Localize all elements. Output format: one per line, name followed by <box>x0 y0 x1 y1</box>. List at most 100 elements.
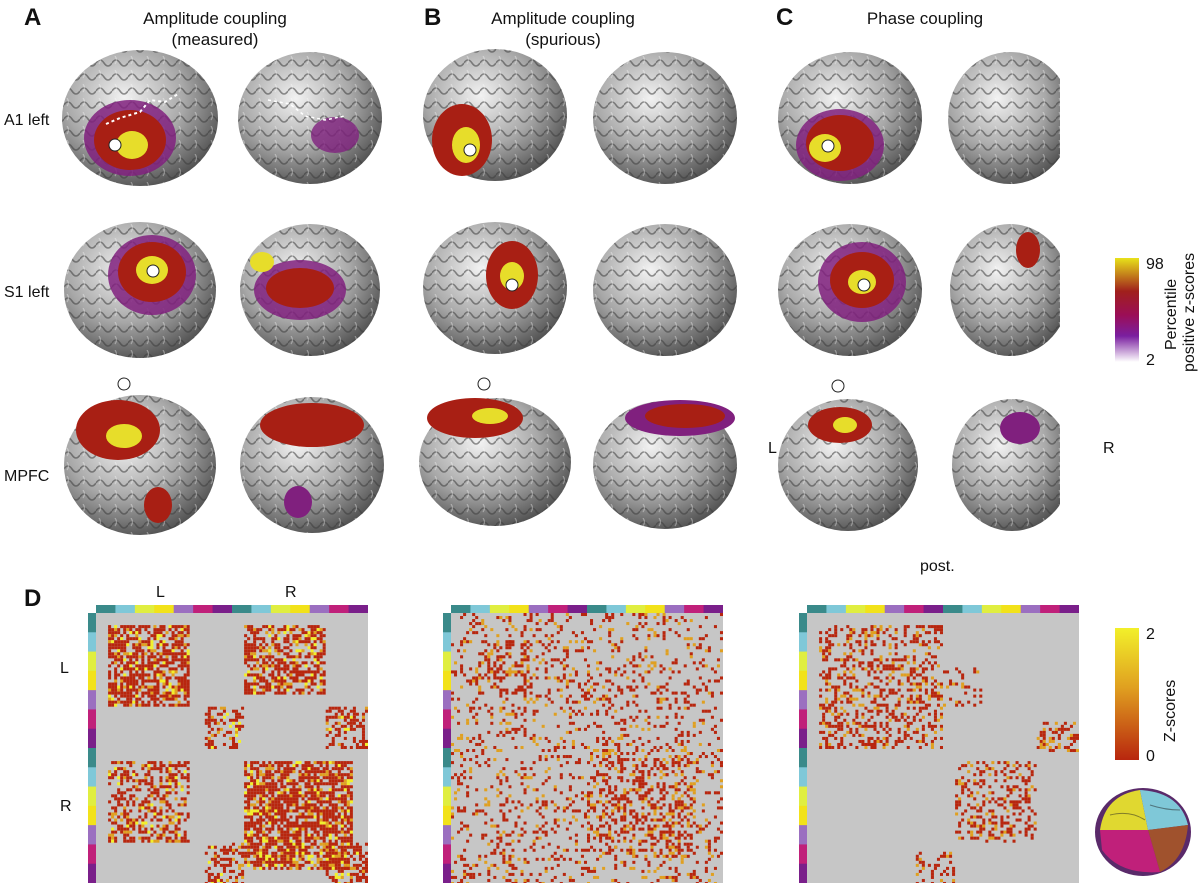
matrix-cell <box>304 818 308 822</box>
matrix-cell <box>153 631 157 635</box>
matrix-cell <box>599 800 603 804</box>
matrix-cell <box>626 733 630 737</box>
matrix-cell <box>599 839 603 843</box>
matrix-cell <box>668 806 672 810</box>
matrix-cell <box>466 679 470 683</box>
matrix-cell <box>523 655 527 659</box>
matrix-cell <box>135 673 139 677</box>
matrix-cell <box>277 664 281 668</box>
matrix-cell <box>292 794 296 798</box>
matrix-cell <box>174 839 178 843</box>
matrix-cell <box>289 643 293 647</box>
matrix-cell <box>361 745 365 749</box>
region-strip-segment <box>567 605 588 613</box>
matrix-cell <box>852 673 856 677</box>
matrix-cell <box>605 821 609 825</box>
matrix-cell <box>307 809 311 813</box>
matrix-cell <box>280 794 284 798</box>
matrix-cell <box>451 836 455 840</box>
matrix-cell <box>701 700 705 704</box>
matrix-cell <box>484 803 488 807</box>
matrix-cell <box>704 649 708 653</box>
matrix-cell <box>653 661 657 665</box>
matrix-cell <box>156 767 160 771</box>
matrix-cell <box>138 688 142 692</box>
matrix-cell <box>834 631 838 635</box>
matrix-cell <box>126 818 130 822</box>
matrix-cell <box>364 866 368 870</box>
matrix-cell <box>301 776 305 780</box>
matrix-cell <box>662 875 666 879</box>
matrix-cell <box>544 667 548 671</box>
matrix-cell <box>313 646 317 650</box>
matrix-cell <box>550 664 554 668</box>
matrix-cell <box>337 815 341 819</box>
matrix-cell <box>662 667 666 671</box>
matrix-cell <box>617 646 621 650</box>
matrix-cell <box>496 676 500 680</box>
matrix-cell <box>523 694 527 698</box>
matrix-cell <box>177 703 181 707</box>
matrix-cell <box>511 736 515 740</box>
matrix-cell <box>123 673 127 677</box>
matrix-cell <box>487 869 491 873</box>
matrix-cell <box>346 779 350 783</box>
matrix-cell <box>159 827 163 831</box>
matrix-cell <box>683 806 687 810</box>
matrix-cell <box>247 827 251 831</box>
matrix-cell <box>129 658 133 662</box>
matrix-cell <box>614 646 618 650</box>
matrix-cell <box>493 875 497 879</box>
matrix-cell <box>319 682 323 686</box>
matrix-cell <box>129 661 133 665</box>
matrix-cell <box>481 622 485 626</box>
matrix-cell <box>232 848 236 852</box>
matrix-cell <box>304 785 308 789</box>
matrix-cell <box>120 634 124 638</box>
matrix-cell <box>295 815 299 819</box>
matrix-cell <box>165 664 169 668</box>
matrix-cell <box>520 809 524 813</box>
matrix-cell <box>460 782 464 786</box>
matrix-cell <box>605 749 609 753</box>
matrix-cell <box>153 661 157 665</box>
matrix-cell <box>653 809 657 813</box>
matrix-cell <box>707 845 711 849</box>
matrix-cell <box>511 640 515 644</box>
matrix-cell <box>259 785 263 789</box>
matrix-cell <box>849 697 853 701</box>
matrix-cell <box>265 833 269 837</box>
matrix-cell <box>165 688 169 692</box>
matrix-cell <box>487 664 491 668</box>
matrix-cell <box>505 691 509 695</box>
matrix-cell <box>614 818 618 822</box>
matrix-cell <box>123 646 127 650</box>
matrix-cell <box>268 821 272 825</box>
matrix-cell <box>123 631 127 635</box>
matrix-cell <box>117 640 121 644</box>
matrix-cell <box>114 643 118 647</box>
matrix-cell <box>322 794 326 798</box>
region-strip-segment <box>88 748 96 768</box>
matrix-cell <box>216 878 220 882</box>
matrix-cell <box>882 703 886 707</box>
matrix-cell <box>268 830 272 834</box>
matrix-cell <box>656 866 660 870</box>
matrix-cell <box>632 688 636 692</box>
matrix-cell <box>671 770 675 774</box>
matrix-cell <box>162 625 166 629</box>
matrix-cell <box>334 881 338 883</box>
matrix-cell <box>247 685 251 689</box>
matrix-cell <box>210 706 214 710</box>
matrix-cell <box>656 824 660 828</box>
matrix-cell <box>108 818 112 822</box>
matrix-cell <box>529 643 533 647</box>
matrix-cell <box>590 845 594 849</box>
matrix-cell <box>168 821 172 825</box>
matrix-cell <box>150 697 154 701</box>
matrix-cell <box>626 676 630 680</box>
matrix-cell <box>529 682 533 686</box>
matrix-cell <box>244 794 248 798</box>
matrix-cell <box>469 640 473 644</box>
matrix-cell <box>825 631 829 635</box>
